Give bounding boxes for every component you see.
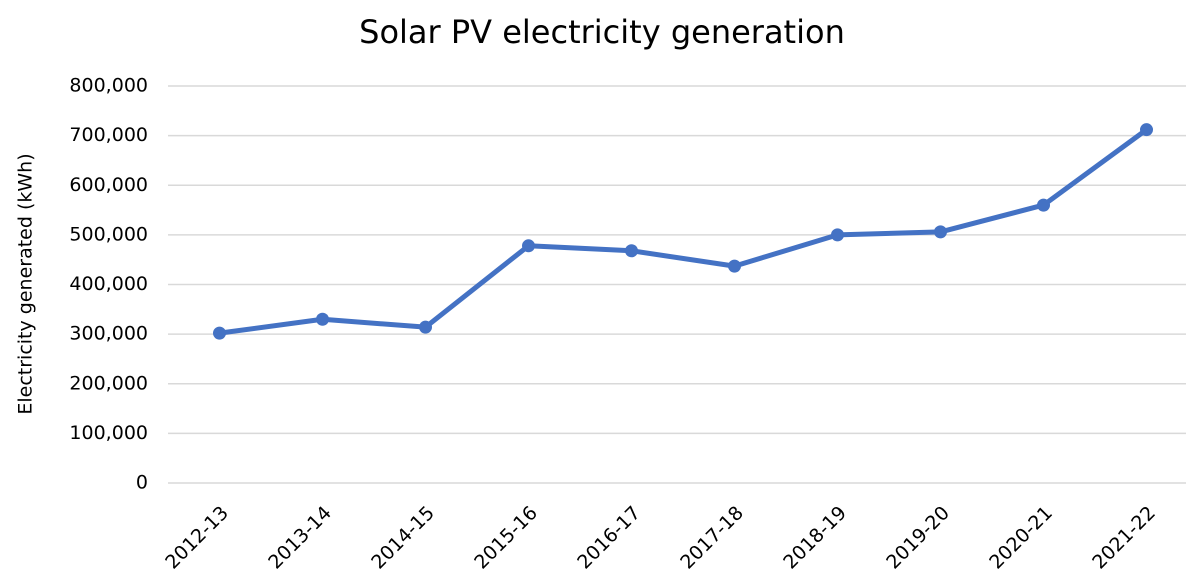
- x-tick-label: 2018-19: [779, 502, 851, 574]
- x-tick-label: 2013-14: [264, 502, 336, 574]
- data-point: [1037, 198, 1050, 212]
- data-point: [213, 326, 226, 340]
- y-tick-label: 400,000: [69, 273, 148, 295]
- x-tick-label: 2020-21: [985, 502, 1057, 574]
- data-point: [831, 228, 844, 242]
- chart-title: Solar PV electricity generation: [359, 13, 845, 51]
- data-point: [625, 244, 638, 258]
- y-tick-label: 600,000: [69, 174, 148, 196]
- data-point: [522, 239, 535, 253]
- x-tick-label: 2014-15: [367, 502, 439, 574]
- x-tick-label: 2017-18: [676, 502, 748, 574]
- y-tick-label: 700,000: [69, 124, 148, 146]
- x-tick-label: 2016-17: [573, 502, 645, 574]
- x-tick-label: 2019-20: [882, 502, 954, 574]
- y-tick-label: 300,000: [69, 323, 148, 345]
- series-line: [219, 127, 1148, 336]
- data-point: [1140, 123, 1153, 137]
- y-tick-label: 500,000: [69, 223, 148, 245]
- y-tick-label: 0: [136, 472, 148, 494]
- y-tick-label: 100,000: [69, 422, 148, 444]
- y-tick-label: 200,000: [69, 372, 148, 394]
- data-point: [728, 259, 741, 273]
- y-tick-label: 800,000: [69, 75, 148, 97]
- x-tick-label: 2021-22: [1088, 502, 1160, 574]
- data-point: [419, 320, 432, 334]
- y-axis-title: Electricity generated (kWh): [15, 153, 37, 414]
- data-point: [934, 225, 947, 239]
- x-tick-label: 2015-16: [470, 502, 542, 574]
- x-tick-label: 2012-13: [161, 502, 233, 574]
- data-point: [316, 312, 329, 326]
